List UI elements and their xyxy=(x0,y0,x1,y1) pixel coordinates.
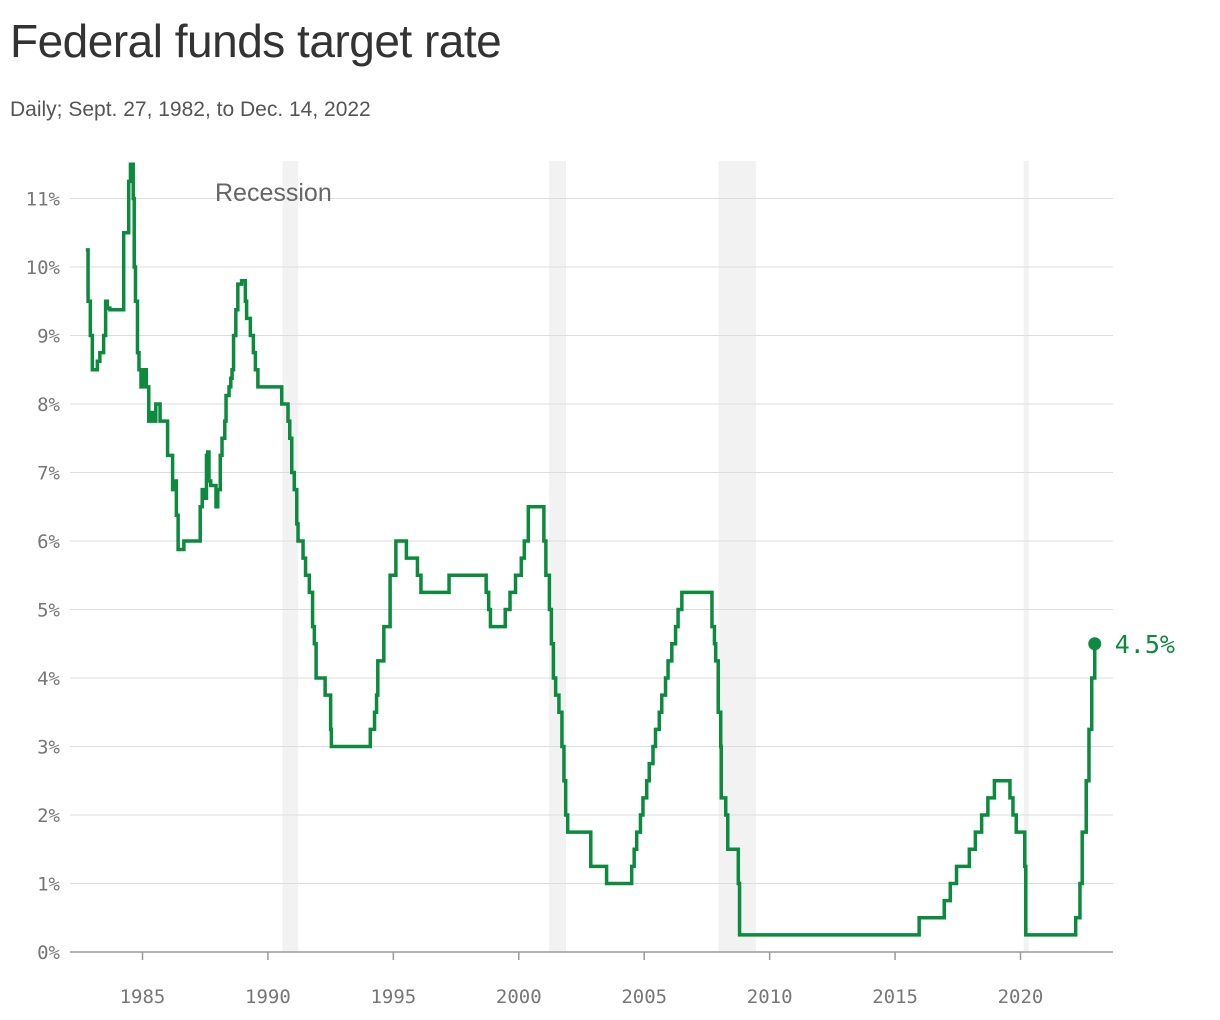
gridlines xyxy=(70,198,1113,953)
y-tick-label: 3% xyxy=(37,737,60,759)
y-tick-label: 4% xyxy=(37,668,60,690)
chart-subtitle: Daily; Sept. 27, 1982, to Dec. 14, 2022 xyxy=(10,98,371,121)
y-tick-label: 1% xyxy=(37,874,60,896)
recession-label: Recession xyxy=(215,179,332,207)
y-tick-label: 9% xyxy=(37,326,60,348)
y-tick-label: 0% xyxy=(37,942,60,964)
end-value-label: 4.5% xyxy=(1115,630,1175,659)
y-tick-label: 5% xyxy=(37,600,60,622)
chart-title: Federal funds target rate xyxy=(10,15,502,67)
recession-band-0 xyxy=(282,161,299,952)
y-tick-label: 10% xyxy=(26,257,61,279)
end-marker: 4.5% xyxy=(1088,630,1175,659)
x-axis-ticks: 1985 1990 1995 2000 2005 2010 2015 2020 xyxy=(120,952,1044,1008)
recession-bands xyxy=(282,161,1029,952)
x-tick-label: 1985 xyxy=(120,986,166,1008)
y-tick-label: 7% xyxy=(37,463,60,485)
x-tick-label: 2015 xyxy=(872,986,918,1008)
recession-band-2 xyxy=(718,161,757,952)
x-tick-label: 2010 xyxy=(747,986,793,1008)
x-tick-label: 1995 xyxy=(370,986,416,1008)
series-line-rate xyxy=(85,162,1097,937)
x-tick-label: 2020 xyxy=(998,986,1044,1008)
x-tick-label: 2000 xyxy=(496,986,542,1008)
series-group xyxy=(85,162,1097,937)
y-axis-ticks: 0% 1% 2% 3% 4% 5% 6% 7% 8% 9% 10% 11% xyxy=(26,189,61,965)
end-point-marker xyxy=(1088,637,1102,651)
y-tick-label: 11% xyxy=(26,189,61,211)
y-tick-label: 2% xyxy=(37,805,60,827)
y-tick-label: 8% xyxy=(37,394,60,416)
y-tick-label: 6% xyxy=(37,531,60,553)
x-tick-label: 1990 xyxy=(245,986,291,1008)
recession-band-1 xyxy=(549,161,566,952)
x-tick-label: 2005 xyxy=(621,986,667,1008)
recession-band-3 xyxy=(1023,161,1029,952)
